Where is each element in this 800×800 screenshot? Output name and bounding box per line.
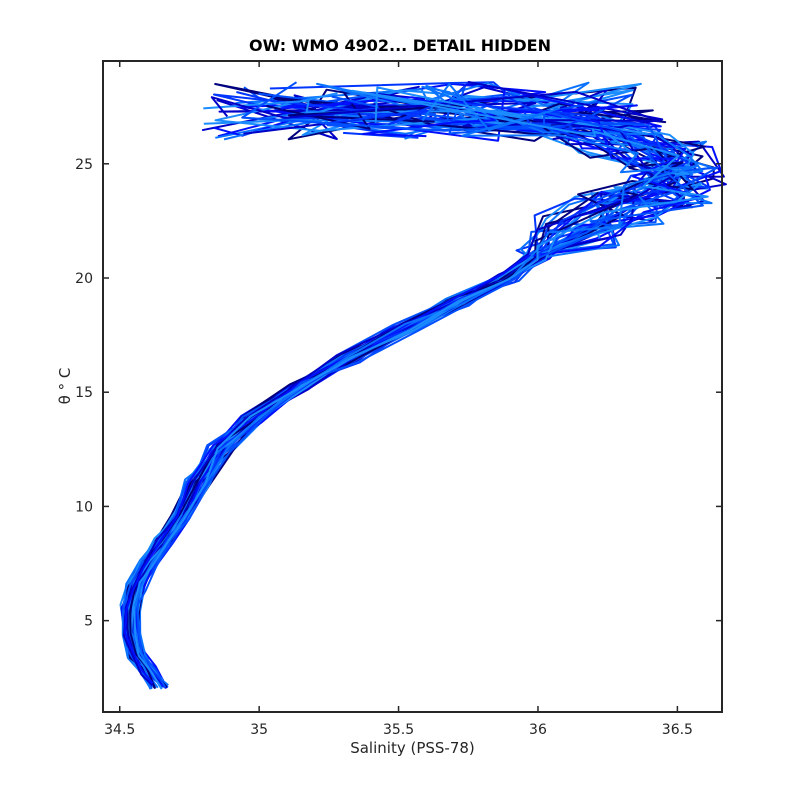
axis-ticks: 34.5 35 35.5 36 36.5 5 10 15 20 25 <box>75 61 722 738</box>
profile-line <box>131 86 688 682</box>
plot-frame <box>102 60 723 713</box>
profile-line <box>119 88 689 682</box>
profile-line <box>135 88 711 689</box>
profile-line <box>132 86 709 690</box>
profile-line <box>130 92 703 682</box>
profile-line <box>133 93 689 688</box>
profile-line <box>131 83 715 684</box>
profile-line <box>132 93 666 682</box>
profile-line <box>122 81 699 690</box>
profile-line <box>124 82 690 687</box>
profile-line <box>136 95 711 681</box>
y-tick-label: 5 <box>84 614 93 630</box>
profile-line <box>121 81 673 690</box>
profile-line <box>126 82 707 687</box>
profile-line <box>134 81 664 689</box>
profile-line <box>133 83 698 690</box>
profile-line <box>139 92 696 689</box>
y-tick-label: 10 <box>75 499 93 515</box>
x-tick-label: 36.5 <box>662 722 693 738</box>
profile-line <box>132 82 705 687</box>
profile-lines <box>119 81 727 690</box>
profile-line <box>129 86 704 685</box>
profile-line <box>121 88 693 688</box>
y-tick-label: 25 <box>75 157 93 173</box>
profile-line <box>122 90 676 690</box>
x-tick-label: 36 <box>529 722 547 738</box>
profile-line <box>121 86 719 688</box>
profile-line <box>126 91 684 684</box>
profile-line <box>138 84 713 686</box>
y-tick-label: 20 <box>75 271 93 287</box>
x-tick-label: 35.5 <box>383 722 414 738</box>
profile-line <box>129 104 684 689</box>
profile-line <box>120 99 672 686</box>
profile-line <box>136 81 704 689</box>
profile-line <box>136 100 669 685</box>
profile-line <box>127 82 704 689</box>
y-axis-label: θ ° C <box>56 368 74 405</box>
profile-line <box>125 89 694 686</box>
chart-title: OW: WMO 4902... DETAIL HIDDEN <box>249 36 551 55</box>
profile-line <box>136 89 694 688</box>
profile-line <box>123 91 709 684</box>
profile-line <box>134 96 687 689</box>
x-tick-label: 35 <box>250 722 268 738</box>
x-tick-label: 34.5 <box>104 722 135 738</box>
profile-line <box>123 90 675 687</box>
profile-line <box>136 83 686 682</box>
y-tick-label: 15 <box>75 385 93 401</box>
x-axis-label: Salinity (PSS-78) <box>350 739 475 757</box>
